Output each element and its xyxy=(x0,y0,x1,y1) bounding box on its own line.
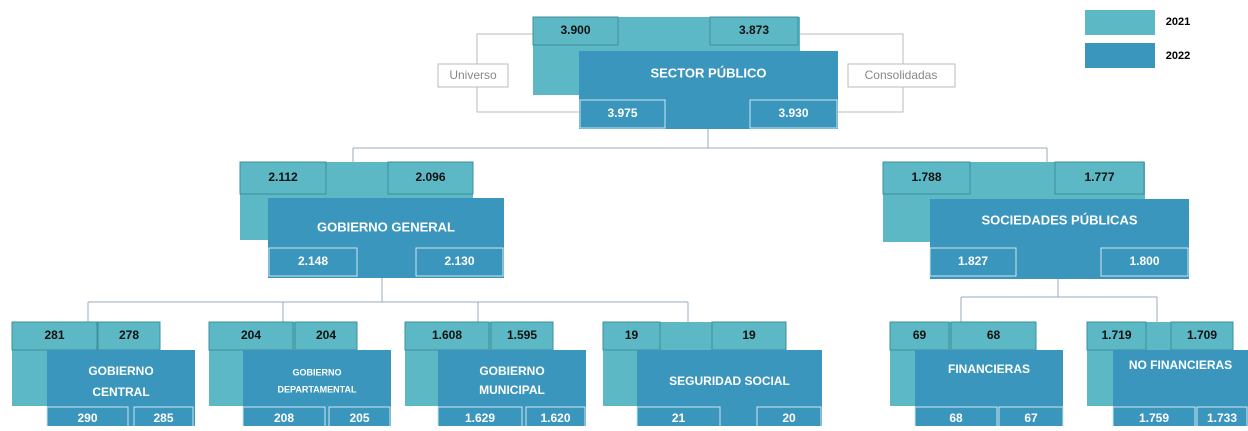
value-2021: 1.608 xyxy=(432,328,462,342)
value-2022: 1.827 xyxy=(958,254,988,268)
value-2022: 2.130 xyxy=(444,254,474,268)
value-box-2021 xyxy=(532,16,619,46)
value-box-2022 xyxy=(268,247,358,277)
side-connectors xyxy=(437,33,956,113)
value-2021: 19 xyxy=(625,328,639,342)
value-2022: 290 xyxy=(77,411,97,425)
legend-swatch xyxy=(1085,10,1155,35)
node-label: GOBIERNO xyxy=(88,364,153,378)
value-2021: 68 xyxy=(987,328,1001,342)
node-label: NO FINANCIERAS xyxy=(1129,358,1232,372)
node-label: MUNICIPAL xyxy=(479,383,545,397)
node-label: GOBIERNO xyxy=(292,367,341,377)
value-box-2021 xyxy=(711,321,787,351)
value-box-2021 xyxy=(950,321,1037,351)
value-box-2021 xyxy=(239,161,327,195)
node-label: SECTOR PÚBLICO xyxy=(650,65,766,80)
value-2021: 2.112 xyxy=(268,170,298,184)
value-box-2021 xyxy=(208,321,294,351)
value-2021: 3.873 xyxy=(739,23,769,37)
node-label: FINANCIERAS xyxy=(948,362,1030,376)
value-box-2021 xyxy=(404,321,490,351)
value-2021: 281 xyxy=(44,328,64,342)
value-2021: 204 xyxy=(241,328,261,342)
value-2021: 1.719 xyxy=(1101,328,1131,342)
connectors xyxy=(87,129,1158,322)
value-2022: 3.930 xyxy=(778,106,808,120)
value-2021: 3.900 xyxy=(560,23,590,37)
connector xyxy=(476,33,580,113)
value-2022: 1.620 xyxy=(540,411,570,425)
value-box-2021 xyxy=(1054,161,1145,195)
value-2022: 68 xyxy=(949,411,963,425)
legend-swatch xyxy=(1085,43,1155,68)
value-2022: 20 xyxy=(782,411,796,425)
value-2022: 1.733 xyxy=(1207,411,1237,425)
value-box-2021 xyxy=(602,321,661,351)
value-2022: 1.759 xyxy=(1139,411,1169,425)
side-box xyxy=(437,63,509,88)
legend-label: 2022 xyxy=(1166,50,1190,62)
value-2022: 3.975 xyxy=(607,106,637,120)
value-2022: 1.800 xyxy=(1129,254,1159,268)
value-box-2022 xyxy=(415,247,504,277)
node-label: DEPARTAMENTAL xyxy=(278,384,357,394)
value-2021: 1.709 xyxy=(1187,328,1217,342)
side-label: Consolidadas xyxy=(865,68,938,82)
node-label: SEGURIDAD SOCIAL xyxy=(669,374,790,388)
legend-label: 2021 xyxy=(1166,16,1190,28)
value-box-2021 xyxy=(294,321,358,351)
value-box-2022 xyxy=(749,99,838,129)
value-box-2022 xyxy=(1100,247,1189,277)
value-box-2021 xyxy=(889,321,950,351)
value-2022: 21 xyxy=(672,411,686,425)
side-box xyxy=(847,63,956,88)
node-label: SOCIEDADES PÚBLICAS xyxy=(981,212,1137,227)
node-label: CENTRAL xyxy=(92,385,149,399)
value-2021: 1.788 xyxy=(911,170,941,184)
value-box-2021 xyxy=(882,161,971,195)
value-2021: 278 xyxy=(119,328,139,342)
side-label: Universo xyxy=(449,68,497,82)
value-2022: 285 xyxy=(153,411,173,425)
connector xyxy=(352,129,1048,162)
node-label: GOBIERNO GENERAL xyxy=(317,219,455,234)
value-2022: 205 xyxy=(349,411,369,425)
value-box-2021 xyxy=(709,16,799,46)
connector xyxy=(87,278,689,322)
value-2022: 67 xyxy=(1024,411,1038,425)
value-box-2021 xyxy=(387,161,474,195)
value-box-2021 xyxy=(1170,321,1234,351)
connector xyxy=(800,33,904,113)
value-2022: 2.148 xyxy=(298,254,328,268)
value-2021: 2.096 xyxy=(415,170,445,184)
value-box-2021 xyxy=(490,321,554,351)
value-box-2022 xyxy=(579,99,666,129)
value-2021: 1.777 xyxy=(1084,170,1114,184)
connector xyxy=(960,279,1158,322)
value-box-2022 xyxy=(929,247,1017,277)
value-2021: 204 xyxy=(316,328,336,342)
value-2022: 1.629 xyxy=(465,411,495,425)
value-2021: 19 xyxy=(742,328,756,342)
node-label: GOBIERNO xyxy=(479,364,544,378)
value-2021: 69 xyxy=(913,328,927,342)
value-2022: 208 xyxy=(274,411,294,425)
value-2021: 1.595 xyxy=(507,328,537,342)
